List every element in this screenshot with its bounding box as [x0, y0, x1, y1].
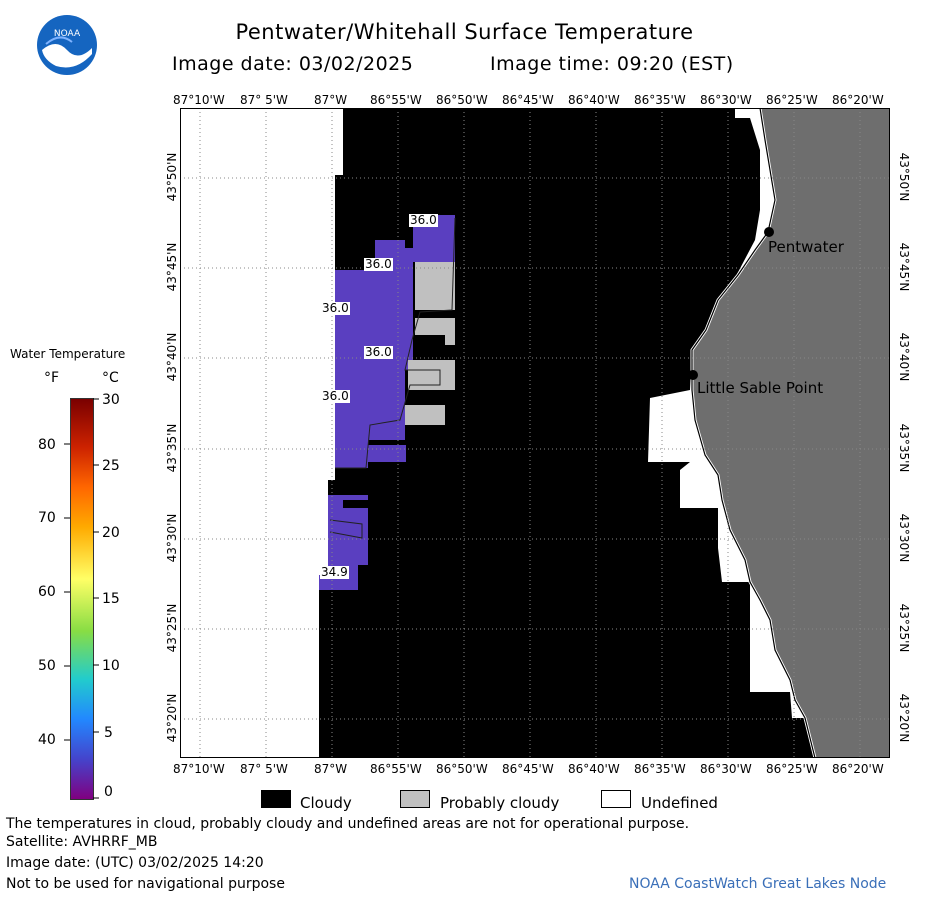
page-title: Pentwater/Whitehall Surface Temperature — [235, 20, 694, 44]
colorbar-f-tick: 60 — [38, 584, 56, 600]
little-sable-point-marker — [688, 370, 698, 380]
lon-tick-top: 86°30'W — [700, 93, 752, 107]
colorbar-f-tick: 70 — [38, 510, 56, 526]
colorbar-f-tick: 80 — [38, 437, 56, 453]
colorbar — [70, 398, 94, 800]
lon-tick-bottom: 86°20'W — [832, 762, 884, 776]
lat-tick-right: 43°45'N — [897, 242, 911, 292]
sst-map — [180, 108, 890, 758]
noaa-logo: NOAA — [37, 15, 97, 75]
colorbar-c-tick: 0 — [104, 784, 113, 800]
lon-tick-top: 86°40'W — [568, 93, 620, 107]
legend-swatch-cloudy — [261, 790, 291, 808]
lon-tick-top: 86°50'W — [436, 93, 488, 107]
temperature-label: 36.0 — [409, 213, 438, 227]
isotherm — [329, 519, 363, 539]
footer-utc-date: Image date: (UTC) 03/02/2025 14:20 — [6, 855, 264, 871]
temperature-label: 36.0 — [364, 345, 393, 359]
lon-tick-top: 86°45'W — [502, 93, 554, 107]
image-time: Image time: 09:20 (EST) — [490, 53, 734, 75]
lat-tick-right: 43°30'N — [897, 513, 911, 563]
temperature-label: 36.0 — [321, 389, 350, 403]
lon-tick-bottom: 87°10'W — [173, 762, 225, 776]
lon-tick-top: 86°55'W — [370, 93, 422, 107]
colorbar-unit-f: °F — [44, 370, 60, 386]
colorbar-unit-c: °C — [102, 370, 119, 386]
colorbar-c-tick: 20 — [102, 525, 120, 541]
footer-nav-warning: Not to be used for navigational purpose — [6, 876, 285, 892]
colorbar-c-tick: 10 — [102, 658, 120, 674]
legend-label-cloudy: Cloudy — [300, 794, 352, 812]
lon-tick-bottom: 86°40'W — [568, 762, 620, 776]
lon-tick-top: 86°35'W — [634, 93, 686, 107]
legend-swatch-probably-cloudy — [400, 790, 430, 808]
lon-tick-top: 87° 5'W — [240, 93, 288, 107]
lat-tick-right: 43°40'N — [897, 332, 911, 382]
colorbar-f-tick: 50 — [38, 658, 56, 674]
lon-tick-bottom: 86°55'W — [370, 762, 422, 776]
footer-satellite: Satellite: AVHRRF_MB — [6, 834, 158, 850]
lon-tick-bottom: 86°50'W — [436, 762, 488, 776]
lat-tick-right: 43°35'N — [897, 423, 911, 473]
lon-tick-top: 87°10'W — [173, 93, 225, 107]
place-label-pentwater: Pentwater — [768, 238, 844, 256]
lon-tick-bottom: 86°25'W — [766, 762, 818, 776]
lon-tick-bottom: 86°45'W — [502, 762, 554, 776]
lon-tick-bottom: 86°35'W — [634, 762, 686, 776]
lat-tick-left: 43°40'N — [165, 332, 179, 382]
image-date: Image date: 03/02/2025 — [172, 53, 414, 75]
noaa-logo-text: NOAA — [54, 29, 81, 39]
colorbar-c-tick: 30 — [102, 392, 120, 408]
probably-cloudy-patch — [415, 262, 455, 310]
colorbar-c-tick: 25 — [102, 458, 120, 474]
temperature-label: 36.0 — [364, 257, 393, 271]
lon-tick-bottom: 86°30'W — [700, 762, 752, 776]
lat-tick-left: 43°25'N — [165, 603, 179, 653]
lat-tick-right: 43°20'N — [897, 693, 911, 743]
cloud-gap — [328, 482, 368, 488]
isotherm — [335, 217, 456, 469]
lon-tick-bottom: 87° 5'W — [240, 762, 288, 776]
legend-label-undefined: Undefined — [641, 794, 718, 812]
place-label-little-sable-point: Little Sable Point — [697, 379, 824, 397]
lat-tick-left: 43°30'N — [165, 513, 179, 563]
lat-tick-left: 43°45'N — [165, 242, 179, 292]
grid-lines — [180, 108, 890, 758]
colorbar-f-tick: 40 — [38, 732, 56, 748]
lat-tick-left: 43°35'N — [165, 423, 179, 473]
water-patch-north — [335, 215, 455, 468]
cloud-gap — [343, 500, 368, 508]
pentwater-marker — [764, 227, 774, 237]
colorbar-title: Water Temperature — [10, 347, 126, 361]
lat-tick-right: 43°50'N — [897, 152, 911, 202]
probably-cloudy-patch — [408, 360, 455, 390]
lon-tick-top: 87°W — [314, 93, 348, 107]
lon-tick-top: 86°20'W — [832, 93, 884, 107]
cloud-gap — [415, 335, 445, 353]
colorbar-c-tick: 5 — [104, 725, 113, 741]
legend-label-probably-cloudy: Probably cloudy — [440, 794, 560, 812]
lon-tick-bottom: 87°W — [314, 762, 348, 776]
colorbar-c-tick: 15 — [102, 591, 120, 607]
map-frame — [180, 108, 890, 758]
footer-disclaimer: The temperatures in cloud, probably clou… — [6, 816, 690, 832]
temperature-label: 36.0 — [321, 301, 350, 315]
temperature-label: 34.9 — [320, 565, 349, 579]
footer-credit: NOAA CoastWatch Great Lakes Node — [629, 876, 887, 892]
lat-tick-left: 43°20'N — [165, 693, 179, 743]
colorbar-tick-marks — [64, 398, 99, 799]
lat-tick-left: 43°50'N — [165, 152, 179, 202]
water-patch-mid — [368, 445, 406, 462]
lon-tick-top: 86°25'W — [766, 93, 818, 107]
probably-cloudy-patch — [405, 405, 445, 425]
legend-swatch-undefined — [601, 790, 631, 808]
lat-tick-right: 43°25'N — [897, 603, 911, 653]
